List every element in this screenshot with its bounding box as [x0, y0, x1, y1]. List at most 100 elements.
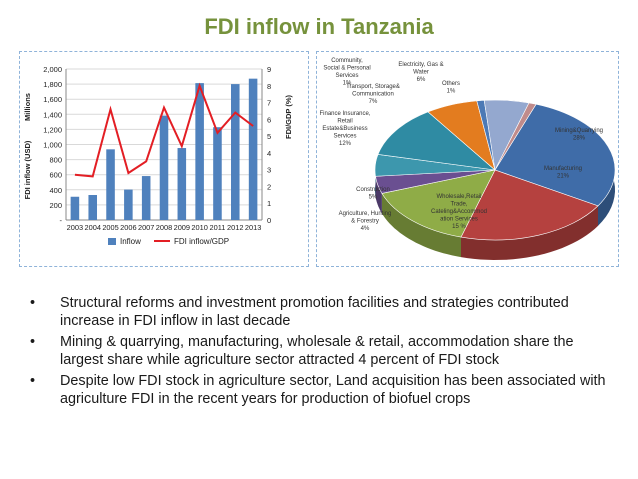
pie-slice-label-line: Mining&Quarrying [555, 128, 603, 134]
x-tick-label: 2011 [210, 223, 226, 232]
pie-slice-label-line: Transport, Storage& [346, 84, 400, 90]
pie-slice-label: Finance Insurance, Retail Estate&Business S… [319, 111, 370, 147]
pie-slice-label: Transport, Storage& Communication 7% [346, 84, 400, 105]
pie-slice-label-line: 7% [369, 99, 378, 105]
pie-slice-label-line: Water [413, 70, 429, 76]
pie-slice-label-line: Community, [331, 58, 363, 64]
pie-slice-label-line: Construction [356, 187, 390, 193]
y-tick-label: 800 [49, 156, 62, 165]
bullet-dot: • [30, 295, 36, 311]
x-tick-label: 2008 [156, 223, 172, 232]
y-tick-label: 200 [49, 201, 62, 210]
y2-tick-label: 0 [267, 216, 271, 225]
pie-slice-label-line: & Forestry [351, 219, 379, 225]
inflow-bar [230, 84, 240, 220]
inflow-bar [124, 189, 133, 220]
pie-slice-label-line: Electricity, Gas & [398, 62, 443, 68]
pie-slice-label: Mining&Quarrying 28% [555, 128, 603, 142]
y-tick-label: 1,400 [43, 110, 62, 119]
bullet-dot: • [30, 334, 36, 350]
bullet-text: Despite low FDI stock in agriculture sec… [60, 373, 606, 407]
pie-slice-label-line: Finance Insurance, [319, 111, 370, 117]
x-tick-label: 2013 [245, 223, 261, 232]
inflow-bar [106, 149, 115, 220]
y-tick-label: 600 [49, 171, 62, 180]
inflow-bar [88, 195, 98, 220]
pie-slice [494, 103, 616, 207]
pie-slice-label-line: Manufacturing [544, 166, 582, 172]
x-tick-label: 2005 [102, 223, 118, 232]
pie-slice-label: Manufacturing 21% [544, 166, 582, 180]
pie-slice-label-line: Services [333, 134, 356, 140]
pie-slice-label-line: 15 % [452, 224, 466, 230]
inflow-bar [141, 176, 151, 220]
pie-slice [377, 111, 496, 171]
y-tick-label: 1,000 [43, 141, 62, 150]
inflow-bar [159, 115, 169, 220]
pie-slice-label-line: Cateling&Accommod [431, 209, 487, 215]
y-tick-label: 400 [49, 186, 62, 195]
fdi-gdp-line [74, 82, 254, 178]
pie-slice-label: Wholesale,Retail Trade, Cateling&Accommod a… [431, 194, 487, 230]
pie-slice-label-line: Trade, [450, 202, 467, 208]
fdi-inflow-chart-svg: - 200 400 600 800 1,000 1,200 1,400 1,600 1,800 2,… [23, 65, 293, 246]
slide-title: FDI inflow in Tanzania [204, 14, 434, 39]
x-tick-label: 2004 [85, 223, 101, 232]
x-tick-label: 2007 [138, 223, 154, 232]
pie-slice-label: Electricity, Gas & Water 6% [398, 62, 443, 83]
y2-tick-label: 9 [267, 65, 271, 74]
pie-slice-label: Community, Social & Personal Services 1% [323, 58, 370, 87]
pie-slice-label-line: Others [442, 81, 460, 87]
y2-tick-label: 7 [267, 99, 271, 108]
pie-slice-label-line: Agriculture, Hunting [339, 211, 392, 217]
fdi-inflow-chart: - 200 400 600 800 1,000 1,200 1,400 1,600 1,800 2,… [19, 51, 309, 267]
x-tick-label: 2003 [67, 223, 83, 232]
pie-slice-label-line: 1% [447, 89, 456, 95]
pie-slice-label: Construction 5% [356, 187, 390, 201]
pie-slice-label-line: Services [335, 73, 358, 79]
fdi-sector-pie-svg: Mining&Quarrying 28% Manufacturing 21% Whole… [319, 58, 616, 260]
y2-tick-label: 1 [267, 199, 271, 208]
pie-slice-label-line: 1% [343, 81, 352, 87]
inflow-bar [177, 148, 187, 220]
pie-slice-label: Others 1% [442, 81, 460, 95]
y2-tick-label: 5 [267, 132, 271, 141]
y-axis-title: FDI inflow (USD) [23, 140, 32, 199]
pie-slice [460, 169, 599, 241]
legend-swatch-inflow [108, 238, 116, 245]
y2-tick-label: 6 [267, 115, 271, 124]
y-tick-label: 1,600 [43, 95, 62, 104]
pie-slice-label-line: 5% [369, 195, 378, 201]
bullet-item: • Mining & quarrying, manufacturing, whol… [30, 333, 620, 369]
y-tick-label: 1,800 [43, 80, 62, 89]
y2-tick-label: 4 [267, 149, 271, 158]
pie-slice [494, 102, 537, 171]
y-tick-label: 2,000 [43, 65, 62, 74]
inflow-bar [70, 196, 80, 220]
pie-slice-side [461, 205, 598, 260]
x-tick-label: 2006 [120, 223, 136, 232]
inflow-bar [195, 83, 204, 220]
pie-slice-label-line: ation Services [440, 217, 478, 223]
pie-slice-label-line: 4% [361, 226, 370, 232]
pie-slice-label: Agriculture, Hunting & Forestry 4% [339, 211, 392, 232]
x-tick-label: 2010 [191, 223, 207, 232]
x-tick-label: 2009 [174, 223, 190, 232]
y-tick-label: - [60, 216, 63, 225]
y-axis-units: Millions [23, 93, 32, 121]
bullet-text: Mining & quarrying, manufacturing, whole… [60, 334, 574, 368]
pie-slice-label-line: 12% [339, 141, 352, 147]
inflow-bar [248, 78, 258, 220]
pie-slice-label-line: 6% [417, 77, 426, 83]
x-tick-label: 2012 [227, 223, 243, 232]
pie-slice-label-line: Wholesale,Retail [436, 194, 481, 200]
pie-slice-label-line: 21% [557, 174, 570, 180]
bullet-item: • Structural reforms and investment promo… [30, 294, 620, 330]
y2-tick-label: 2 [267, 182, 271, 191]
pie-slice-side [375, 176, 382, 214]
bullet-list: • Structural reforms and investment promo… [30, 294, 620, 411]
bullet-item: • Despite low FDI stock in agriculture se… [30, 372, 620, 408]
pie-slice-label-line: Retail [337, 119, 352, 125]
pie-slice-label-line: Estate&Business [322, 126, 367, 132]
pie-slice-label-line: Communication [352, 92, 394, 98]
